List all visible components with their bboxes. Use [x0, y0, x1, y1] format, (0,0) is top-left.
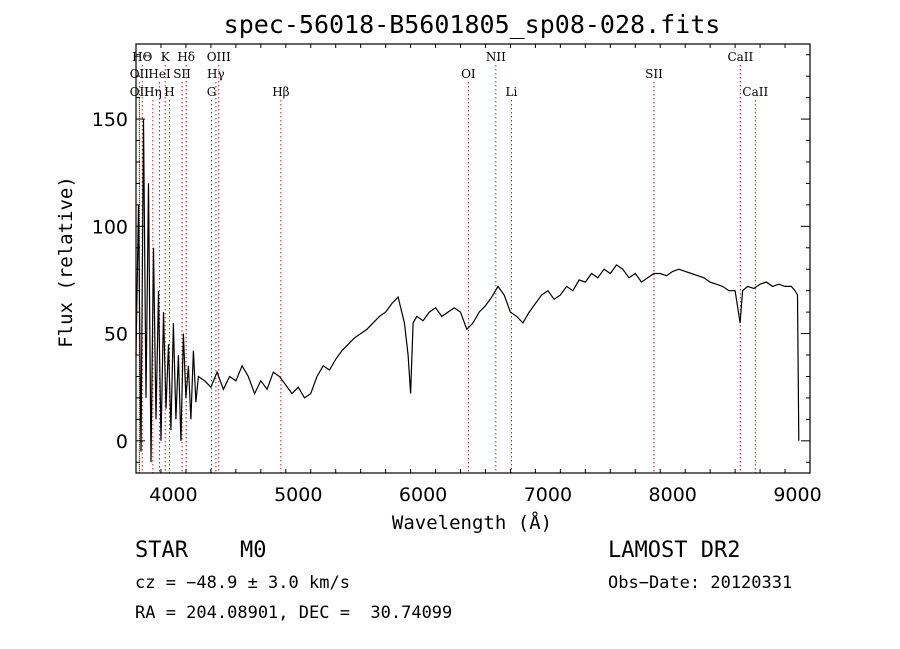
marker-label: CaII: [742, 85, 768, 99]
plot-frame: [135, 43, 811, 474]
marker-label: Hη: [144, 85, 162, 99]
marker-label: OI: [461, 67, 476, 81]
marker-label: K: [161, 50, 171, 64]
x-tick-label: 7000: [524, 484, 572, 506]
x-tick-label: 6000: [399, 484, 447, 506]
axis-ticks: [135, 44, 811, 473]
marker-label: CaII: [727, 50, 753, 64]
y-tick-labels: 0 50 100 150: [92, 109, 128, 453]
marker-label: Hβ: [272, 85, 289, 99]
y-tick-label: 50: [104, 324, 128, 346]
marker-label: SII: [173, 67, 191, 81]
chart-title: spec-56018-B5601805_sp08-028.fits: [224, 10, 721, 39]
marker-label: OII: [130, 85, 150, 99]
subclass-label: M0: [240, 538, 267, 563]
x-tick-label: 5000: [274, 484, 322, 506]
marker-label: HeI: [148, 67, 171, 81]
marker-label: Hγ: [207, 67, 225, 81]
class-label: STAR: [135, 538, 188, 563]
x-tick-labels: 4000 5000 6000 7000 8000 9000: [149, 484, 821, 506]
x-tick-label: 9000: [773, 484, 821, 506]
marker-label: Hδ: [177, 50, 195, 64]
spectrum-line: [135, 119, 800, 463]
marker-label: SII: [645, 67, 663, 81]
marker-label: H: [164, 85, 174, 99]
obs-date-label: Obs−Date: 20120331: [608, 573, 793, 593]
marker-label: OII: [130, 67, 150, 81]
redshift-label: cz = −48.9 ± 3.0 km/s: [135, 573, 350, 593]
line-marker-labels: HΘ OII OII K HeI Hη Hδ SII H OIII Hγ G Hβ OI NII Li SII C…: [130, 50, 769, 99]
y-tick-label: 0: [116, 431, 128, 453]
coordinates-label: RA = 204.08901, DEC = 30.74099: [135, 603, 453, 623]
y-axis-label: Flux (relative): [55, 176, 77, 348]
x-tick-label: 8000: [649, 484, 697, 506]
marker-label: G: [207, 85, 217, 99]
survey-label: LAMOST DR2: [608, 538, 741, 563]
marker-label: HΘ: [132, 50, 152, 64]
marker-label: NII: [486, 50, 506, 64]
x-tick-label: 4000: [149, 484, 197, 506]
marker-label: OIII: [207, 50, 231, 64]
x-axis-label: Wavelength (Å): [392, 511, 552, 534]
y-tick-label: 150: [92, 109, 128, 131]
marker-label: Li: [506, 85, 518, 99]
line-markers: [138, 65, 756, 473]
y-tick-label: 100: [92, 216, 128, 238]
